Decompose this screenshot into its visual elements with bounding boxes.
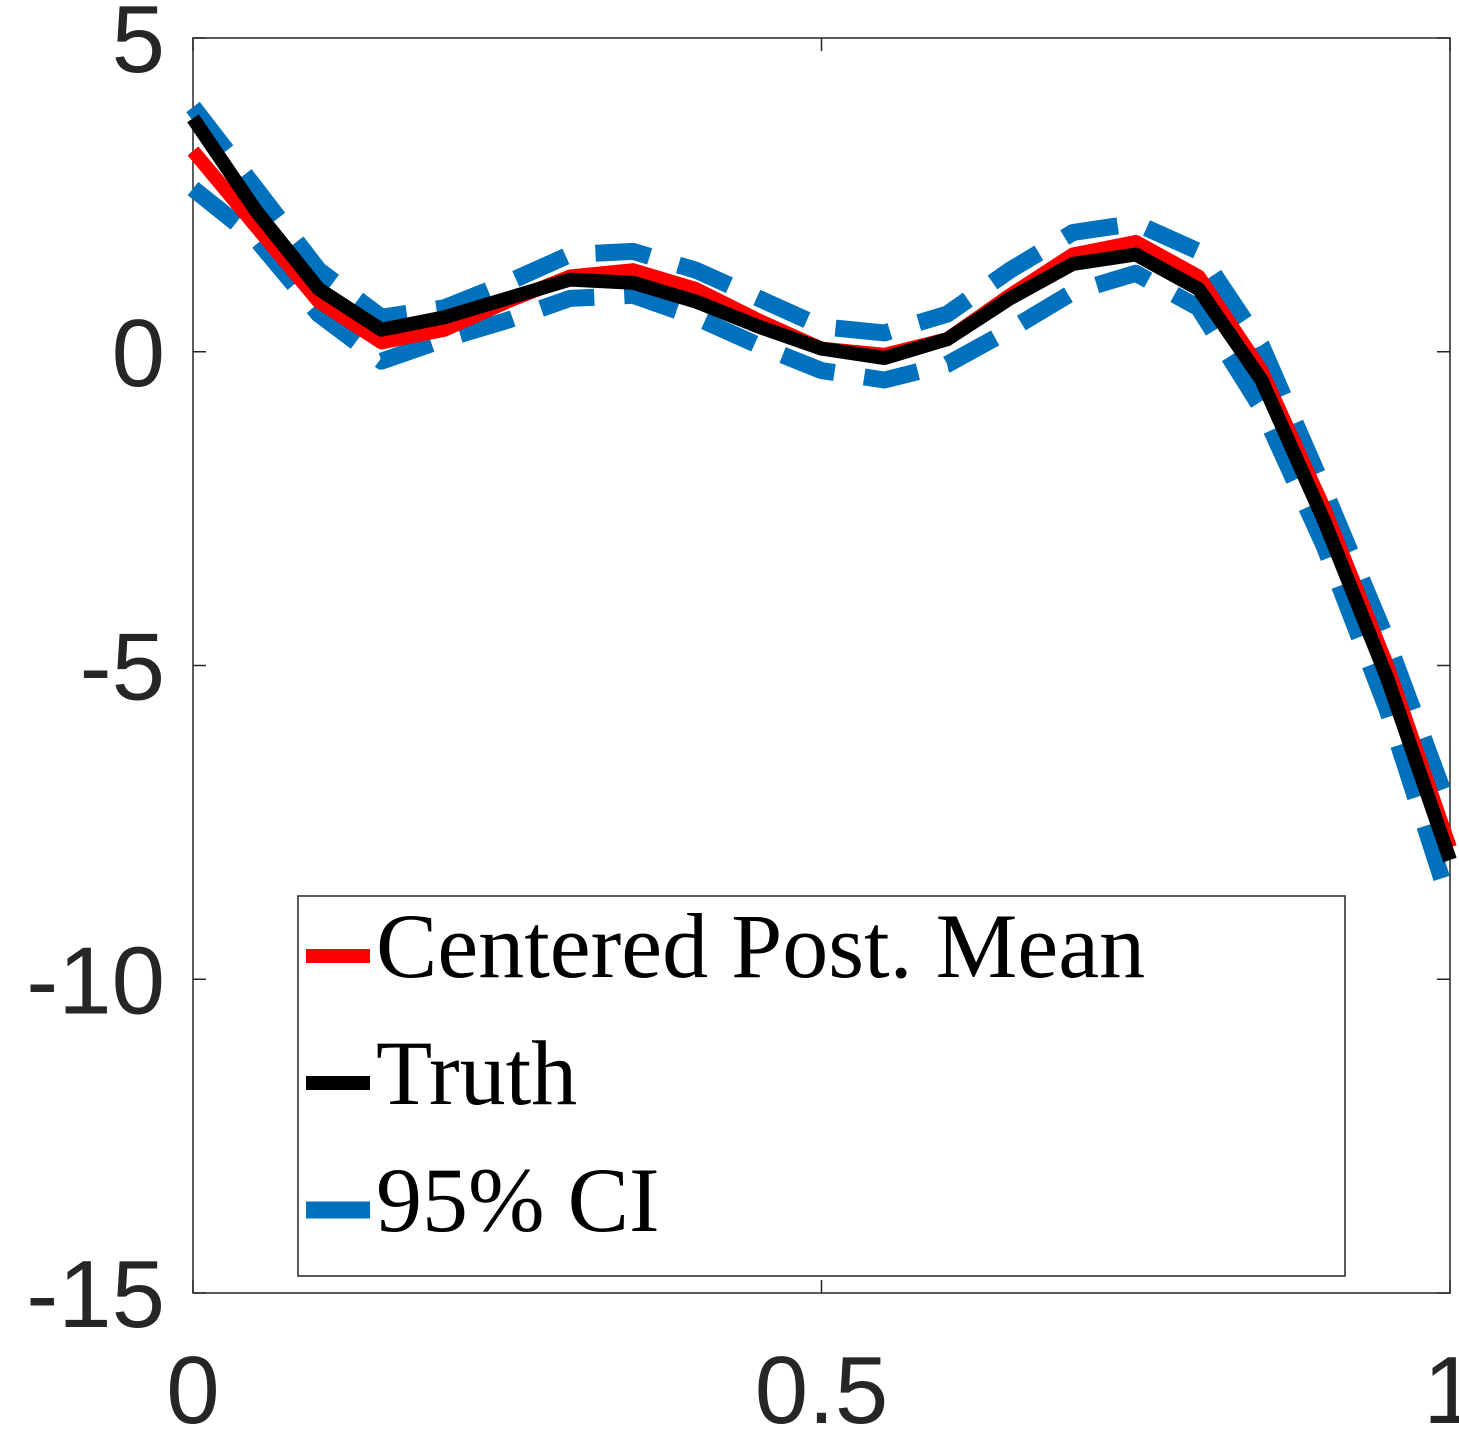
series-line — [187, 114, 1457, 863]
x-tick-label: 0 — [166, 1337, 219, 1431]
legend-label: 95% CI — [376, 1149, 660, 1251]
legend-box — [297, 895, 1346, 1277]
x-tick-label: 1 — [1423, 1337, 1459, 1431]
ci-line — [186, 101, 1458, 813]
legend-label: Centered Post. Mean — [376, 895, 1145, 997]
y-tick-label: -15 — [26, 1241, 165, 1348]
legend-label: Truth — [376, 1022, 577, 1124]
x-tick-label: 0.5 — [755, 1337, 888, 1431]
ci-line — [187, 181, 1459, 907]
y-tick-label: -5 — [80, 614, 165, 721]
y-tick-label: 5 — [112, 0, 165, 93]
y-tick-label: -10 — [26, 927, 165, 1034]
y-tick-label: 0 — [112, 300, 165, 407]
